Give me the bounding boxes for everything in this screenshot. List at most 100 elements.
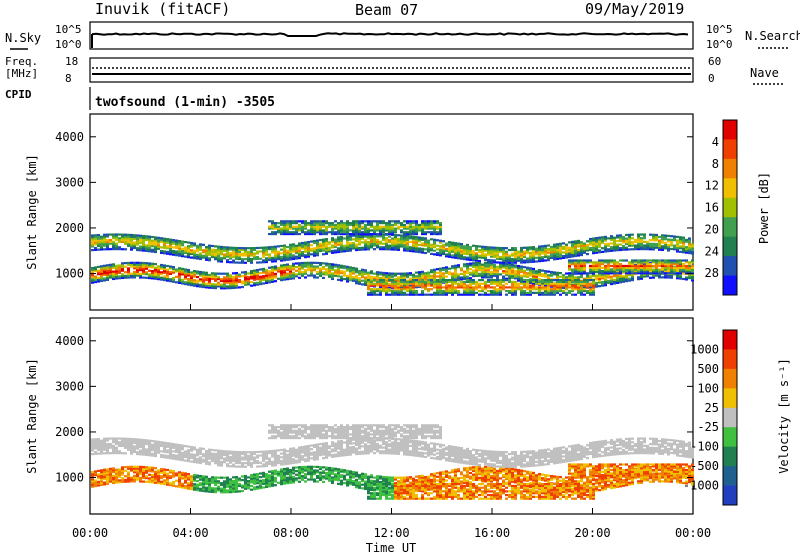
velocity-cell xyxy=(229,480,232,483)
power-cell xyxy=(214,245,217,248)
power-cell xyxy=(274,249,277,252)
power-cell xyxy=(595,249,598,252)
velocity-cell xyxy=(172,484,175,487)
power-cell xyxy=(517,274,520,277)
power-cell xyxy=(505,286,508,289)
power-cell xyxy=(478,261,481,265)
power-cell xyxy=(373,235,376,238)
power-cell xyxy=(553,250,556,254)
velocity-cell xyxy=(106,470,109,473)
power-cell xyxy=(391,237,394,240)
power-cell xyxy=(229,285,232,288)
power-cell xyxy=(616,274,619,277)
power-cell xyxy=(382,248,385,251)
power-cell xyxy=(499,248,502,251)
power-cell xyxy=(388,277,391,281)
power-cell xyxy=(109,274,112,277)
power-cell xyxy=(145,237,148,240)
power-cell xyxy=(484,261,487,264)
power-cell xyxy=(130,263,133,266)
power-cell xyxy=(412,288,415,291)
power-cell xyxy=(97,271,100,274)
power-cell xyxy=(478,282,481,285)
power-cell xyxy=(493,286,496,289)
power-cell xyxy=(148,239,151,242)
power-cell xyxy=(364,276,367,279)
power-cell xyxy=(403,243,406,247)
power-cell xyxy=(628,237,631,240)
velocity-cell xyxy=(181,473,184,476)
power-cell xyxy=(442,280,445,284)
power-cell xyxy=(691,245,694,248)
power-cell xyxy=(358,227,361,230)
power-cell xyxy=(628,261,631,264)
power-cell xyxy=(586,289,589,293)
power-cell xyxy=(529,270,532,274)
power-cell xyxy=(448,289,451,293)
power-cell xyxy=(427,293,430,296)
velocity-cell xyxy=(235,465,238,468)
power-cell xyxy=(268,272,271,275)
power-cell xyxy=(235,254,238,257)
velocity-cell xyxy=(169,453,172,456)
power-cell xyxy=(112,274,115,277)
power-cell xyxy=(421,227,424,230)
power-cell xyxy=(307,244,310,247)
power-cell xyxy=(466,252,469,256)
power-cell xyxy=(475,291,478,294)
power-cell xyxy=(415,223,418,227)
power-cell xyxy=(142,272,145,276)
power-cell xyxy=(622,237,625,240)
power-cell xyxy=(583,282,586,285)
power-cell xyxy=(220,278,223,281)
power-cell xyxy=(673,261,676,264)
power-cell xyxy=(667,261,670,264)
power-cell xyxy=(319,267,322,270)
power-cell xyxy=(361,283,364,286)
velocity-cell xyxy=(106,480,109,484)
power-cell xyxy=(148,264,151,267)
power-cell xyxy=(424,279,427,282)
power-cell xyxy=(598,272,601,275)
power-cell xyxy=(550,253,553,256)
power-cell xyxy=(439,284,442,287)
power-cell xyxy=(532,273,535,276)
power-cell xyxy=(340,271,343,275)
power-cell xyxy=(454,245,457,248)
power-cell xyxy=(421,236,424,240)
power-cell xyxy=(502,275,505,278)
velocity-cell xyxy=(208,485,211,488)
power-cell xyxy=(496,293,499,296)
power-cell xyxy=(421,247,424,251)
power-cell xyxy=(376,223,379,227)
power-cell xyxy=(253,257,256,261)
power-cell xyxy=(238,248,241,252)
power-cell xyxy=(436,253,439,256)
noise-right-tick-top: 10^5 xyxy=(706,23,733,36)
power-cell xyxy=(595,276,598,279)
power-cell xyxy=(91,241,94,244)
power-cell xyxy=(661,239,664,242)
power-cell xyxy=(571,242,574,245)
power-cell xyxy=(691,248,694,252)
power-cell xyxy=(667,247,670,250)
velocity-cell xyxy=(142,471,145,474)
power-cell xyxy=(292,232,295,236)
velocity-cell xyxy=(175,479,178,482)
power-cell xyxy=(223,287,226,290)
power-cell xyxy=(448,288,451,291)
power-cell xyxy=(649,248,652,251)
power-cell xyxy=(442,252,445,256)
power-cell xyxy=(592,263,595,266)
velocity-cell xyxy=(217,460,220,463)
power-cell xyxy=(406,240,409,243)
power-cell xyxy=(319,232,322,236)
velocity-cell xyxy=(130,469,133,472)
velocity-cell xyxy=(202,453,205,456)
power-cell xyxy=(187,274,190,277)
power-cell xyxy=(568,264,571,268)
power-cell xyxy=(121,237,124,240)
power-cell xyxy=(454,249,457,252)
power-cell xyxy=(559,244,562,247)
velocity-cell xyxy=(238,465,241,468)
